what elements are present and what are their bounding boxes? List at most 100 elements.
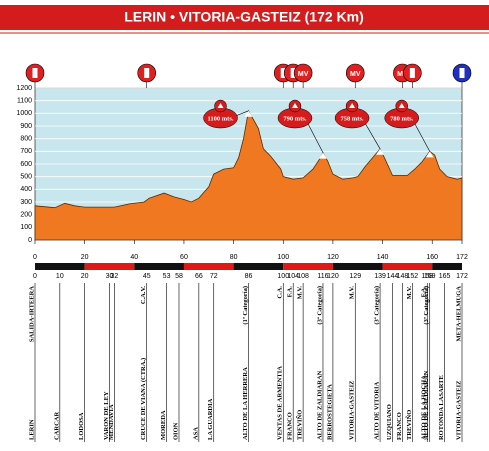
waypoint-name: LA GUARDIA — [207, 398, 214, 440]
waypoint-note: (3ª Categoría) — [316, 286, 323, 325]
peak-snow — [244, 110, 253, 117]
waypoint-note: M.V. — [406, 286, 413, 300]
peak-label: 790 mts. — [283, 115, 306, 122]
y-tick-label: 1100 — [17, 98, 32, 105]
waypoint-km: 165 — [439, 273, 451, 280]
x-tick-label: 120 — [327, 254, 339, 261]
peak-snow — [425, 151, 434, 158]
waypoint-km: 0 — [33, 273, 37, 280]
waypoint-note: C.A. — [277, 286, 284, 299]
waypoint-km: 172 — [456, 273, 468, 280]
icon-symbol — [290, 68, 296, 78]
waypoint-note: M.V. — [297, 286, 304, 300]
x-tick-label: 172 — [456, 254, 468, 261]
peak-icon-mountain — [398, 103, 405, 108]
icon-symbol — [409, 68, 415, 78]
distance-bar-segment — [382, 263, 433, 270]
waypoint-name: VENTAS DE ARMENTIA — [277, 366, 284, 440]
waypoint-name: ALTO DE ZALDIARAN — [316, 370, 323, 440]
y-tick-label: 0 — [28, 237, 32, 244]
waypoint-name: ROTONDA LASARTE — [438, 375, 445, 440]
waypoint-name: VARON DE LEY — [103, 391, 110, 440]
x-tick-label: 60 — [180, 254, 188, 261]
waypoint-km: 20 — [81, 273, 89, 280]
distance-bar-segment — [432, 263, 462, 270]
y-tick-label: 300 — [20, 199, 32, 206]
waypoint-km: 72 — [210, 273, 218, 280]
peak-icon-mountain — [291, 103, 298, 108]
title-banner — [0, 5, 489, 30]
distance-bar-segment — [134, 263, 184, 270]
waypoint-km: 104 — [287, 273, 299, 280]
waypoint-km: 66 — [195, 273, 203, 280]
waypoint-name: UZQUIANO — [386, 404, 393, 440]
waypoint-km: 30 — [106, 273, 114, 280]
distance-bar-segment — [233, 263, 284, 270]
waypoint-km: 139 — [374, 273, 386, 280]
x-tick-label: 20 — [81, 254, 89, 261]
waypoint-note: F.A. — [287, 286, 294, 298]
y-tick-label: 1200 — [16, 85, 32, 92]
y-tick-label: 500 — [20, 174, 32, 181]
x-tick-label: 160 — [426, 254, 438, 261]
waypoint-km: 100 — [277, 273, 289, 280]
chart-title: LERIN • VITORIA-GASTEIZ (172 Km) — [124, 9, 364, 25]
waypoint-name: ASA — [192, 427, 199, 440]
icon-label: MV — [397, 71, 408, 78]
x-tick-label: 80 — [230, 254, 238, 261]
y-tick-label: 100 — [20, 224, 32, 231]
waypoint-note: F.A. — [421, 286, 428, 298]
peak-label: 758 mts. — [341, 115, 364, 122]
distance-bar-segment — [183, 263, 234, 270]
y-tick-label: 1000 — [16, 110, 32, 117]
waypoint-name: LERIN — [28, 419, 35, 440]
x-tick-label: 140 — [377, 254, 389, 261]
waypoint-km: 159 — [424, 273, 436, 280]
peak-label: 780 mts. — [390, 115, 413, 122]
peak-snow — [318, 152, 327, 159]
waypoint-name: CARCAR — [53, 412, 60, 440]
y-tick-label: 400 — [20, 186, 32, 193]
x-tick-label: 0 — [33, 254, 37, 261]
peak-label: 1100 mts. — [208, 115, 234, 122]
elevation-area — [34, 109, 463, 241]
waypoint-km: 148 — [397, 273, 409, 280]
waypoint-name: VITORIA-GASTEIZ — [349, 381, 356, 440]
peak-icon-mountain — [349, 103, 356, 108]
y-tick-label: 700 — [20, 148, 32, 155]
waypoint-km: 144 — [387, 273, 399, 280]
waypoint-km: 10 — [56, 273, 64, 280]
waypoint-name: ALTO DE LA HERRERA — [242, 367, 249, 440]
waypoint-name: ALTO DE LA HOCHA — [421, 375, 428, 440]
y-tick-label: 200 — [20, 212, 32, 219]
waypoint-km: 58 — [175, 273, 183, 280]
waypoint-note: SALIDA-IRTEERA — [28, 286, 35, 342]
x-tick-label: 40 — [130, 254, 138, 261]
waypoint-name: BERROSTEGIETA — [326, 384, 333, 440]
icon — [293, 63, 313, 83]
waypoint-note: (1ª Categoría) — [242, 286, 249, 325]
icon-symbol — [280, 68, 286, 78]
distance-bar-segment — [332, 263, 383, 270]
waypoint-note: (3ª Categoría) — [374, 286, 381, 325]
y-tick-label: 800 — [20, 136, 32, 143]
waypoint-km: 152 — [407, 273, 419, 280]
waypoint-km: 116 — [317, 273, 328, 280]
waypoint-name: CRUCE DE VIANA (CTRA.) — [140, 358, 147, 440]
waypoint-name: TREVIÑO — [405, 410, 413, 440]
peak-snow — [376, 148, 385, 155]
waypoint-km: 86 — [245, 273, 253, 280]
waypoint-km: 120 — [327, 273, 339, 280]
waypoint-name: FRANCO — [287, 412, 294, 440]
waypoint-km: 129 — [349, 273, 361, 280]
waypoint-km: 45 — [143, 273, 151, 280]
waypoint-km: 32 — [111, 273, 119, 280]
waypoint-note: C.A.V. — [140, 286, 147, 304]
waypoint-km: 53 — [163, 273, 171, 280]
waypoint-note: M.V. — [349, 286, 356, 300]
distance-bar-segment — [84, 263, 135, 270]
waypoint-name: TREVIÑO — [296, 410, 304, 440]
waypoint-note: (3ª Categoría) — [423, 286, 430, 325]
waypoint-name: FRANCO — [396, 412, 403, 440]
